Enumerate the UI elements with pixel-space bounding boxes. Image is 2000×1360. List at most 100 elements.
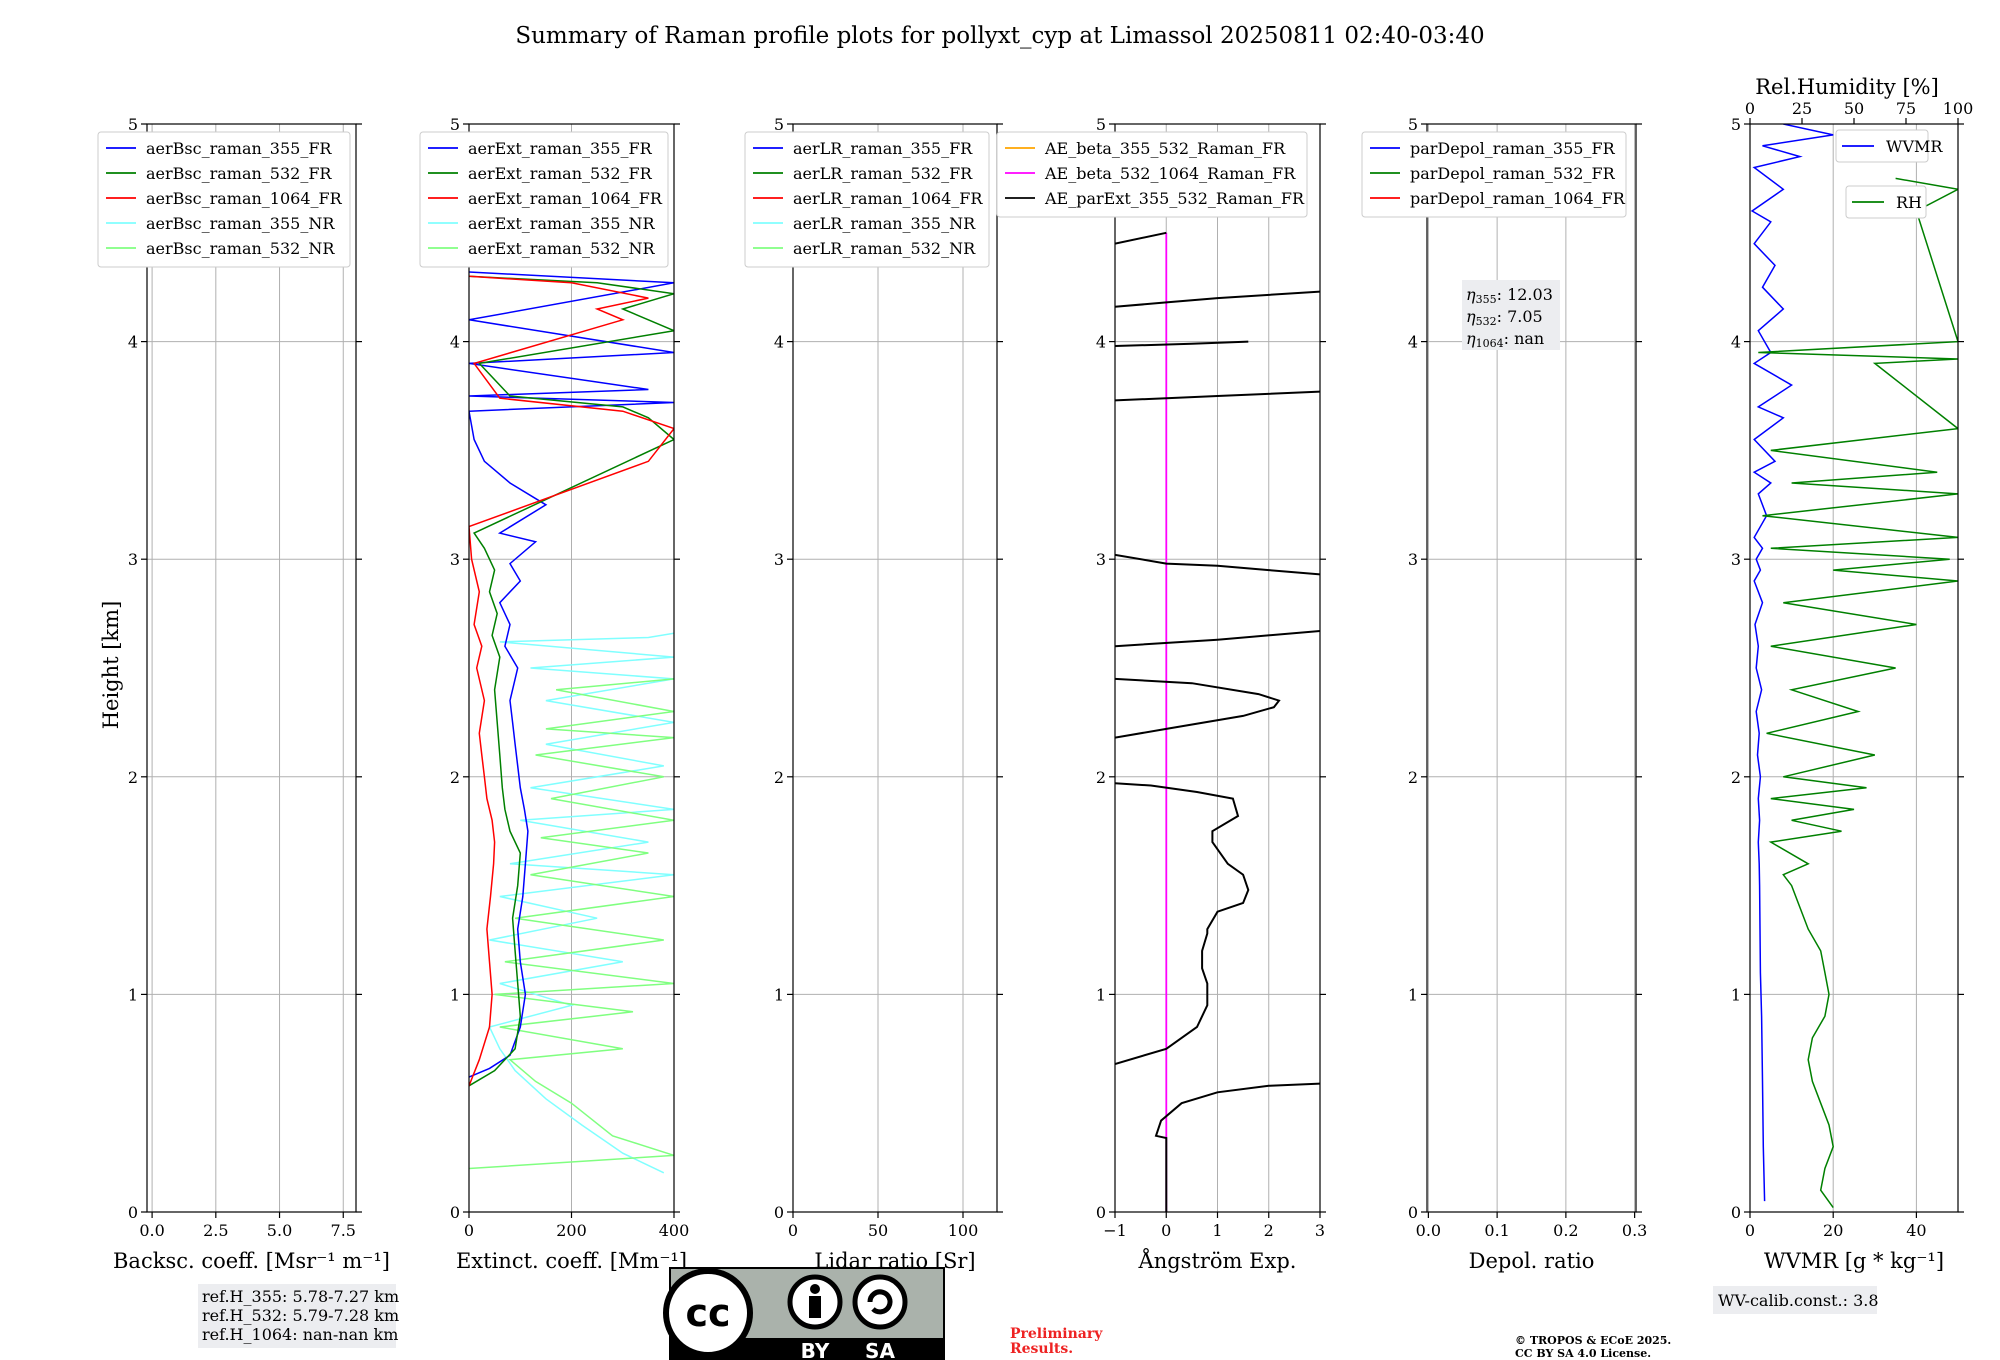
- series-line-RH: [1758, 177, 1958, 1209]
- xtick-label: 2: [1264, 1221, 1274, 1240]
- wv-calib-box: WV-calib.const.: 3.8: [1713, 1286, 1879, 1314]
- rh-tick-label: 75: [1896, 99, 1916, 118]
- xtick-label: 0.2: [1553, 1221, 1578, 1240]
- eta-355: η355: 12.03: [1466, 285, 1553, 306]
- ref-height-532: ref.H_532: 5.79-7.28 km: [202, 1306, 399, 1325]
- x-axis-label: Ångström Exp.: [1138, 1248, 1297, 1273]
- eta-box: η355: 12.03 η532: 7.05 η1064: nan: [1462, 280, 1560, 350]
- xtick-label: 0.0: [139, 1221, 164, 1240]
- xtick-label: 5.0: [267, 1221, 292, 1240]
- series-line-aerExt_raman_355_NR: [488, 632, 674, 1174]
- xtick-label: 100: [948, 1221, 979, 1240]
- series-line-AE_parExt_355_532_Raman_FR: [1115, 677, 1281, 739]
- legend-label: aerLR_raman_355_NR: [793, 214, 976, 233]
- series-line-aerExt_raman_1064_FR: [469, 275, 674, 1087]
- legend-label: aerBsc_raman_532_FR: [146, 164, 332, 183]
- legend-label: aerBsc_raman_1064_FR: [146, 189, 343, 208]
- ytick-label: 2: [1408, 768, 1418, 787]
- ytick-label: 5: [774, 115, 784, 134]
- cc-logo-icon: [663, 1268, 753, 1358]
- ytick-label: 3: [1096, 550, 1106, 569]
- xtick-label: 3: [1315, 1221, 1325, 1240]
- legend-label: aerLR_raman_1064_FR: [793, 189, 983, 208]
- xtick-label: 1: [1212, 1221, 1222, 1240]
- series-line-aerExt_raman_532_NR: [469, 678, 674, 1170]
- copyright-line-2: CC BY SA 4.0 License.: [1515, 1347, 1651, 1360]
- series-line-AE_parExt_355_532_Raman_FR: [1115, 390, 1320, 402]
- ytick-label: 5: [128, 115, 138, 134]
- xtick-label: 200: [556, 1221, 587, 1240]
- series-line-AE_parExt_355_532_Raman_FR: [1115, 290, 1320, 308]
- rh-axis-label: Rel.Humidity [%]: [1755, 75, 1939, 99]
- rh-tick-label: 50: [1844, 99, 1864, 118]
- series-group: [1115, 231, 1320, 1212]
- ytick-label: 3: [1731, 550, 1741, 569]
- xtick-label: −1: [1103, 1221, 1127, 1240]
- legend-label: aerBsc_raman_532_NR: [146, 239, 335, 258]
- series-line-AE_parExt_355_532_Raman_FR: [1115, 782, 1250, 1065]
- wv-calib-text: WV-calib.const.: 3.8: [1718, 1291, 1879, 1310]
- ytick-label: 4: [1731, 333, 1741, 352]
- ytick-label: 5: [1408, 115, 1418, 134]
- ytick-label: 2: [1731, 768, 1741, 787]
- series-group: [1750, 124, 1958, 1209]
- xtick-label: 0: [1161, 1221, 1171, 1240]
- ref-height-355: ref.H_355: 5.78-7.27 km: [202, 1287, 399, 1306]
- x-axis-label: WVMR [g * kg⁻¹]: [1764, 1249, 1944, 1273]
- ytick-label: 5: [1731, 115, 1741, 134]
- ytick-label: 4: [1408, 333, 1418, 352]
- legend-label: aerExt_raman_355_FR: [468, 139, 653, 158]
- ytick-label: 2: [128, 768, 138, 787]
- legend-label: aerExt_raman_532_NR: [468, 239, 656, 258]
- legend-box: [419, 131, 669, 268]
- panel-wv: 0 20 40 0 1 2 3 4 5 WVMR [g * kg⁻¹] 0 25 50 75 100WVMR…: [1731, 99, 1973, 1273]
- legend-label: aerLR_raman_355_FR: [793, 139, 973, 158]
- xtick-label: 0.3: [1622, 1221, 1647, 1240]
- legend-label: RH: [1896, 193, 1922, 212]
- rh-tick-label: 100: [1943, 99, 1974, 118]
- rh-tick-label: 0: [1745, 99, 1755, 118]
- axes-frame: [146, 123, 357, 1213]
- legend-box-wvmr: [1835, 129, 1929, 163]
- legend-box: [97, 131, 351, 268]
- xtick-label: 0.0: [1416, 1221, 1441, 1240]
- ytick-label: 1: [128, 985, 138, 1004]
- ytick-label: 2: [450, 768, 460, 787]
- preliminary-note-1: Preliminary: [1010, 1326, 1103, 1342]
- xtick-label: 20: [1823, 1221, 1843, 1240]
- axes-frame: [1114, 123, 1321, 1213]
- axes-frame: [1426, 123, 1637, 1213]
- ytick-label: 2: [774, 768, 784, 787]
- ref-height-1064: ref.H_1064: nan-nan km: [202, 1325, 398, 1344]
- legend-label: parDepol_raman_1064_FR: [1410, 189, 1626, 208]
- x-axis-label: Extinct. coeff. [Mm⁻¹]: [456, 1249, 687, 1273]
- axes-frame: [468, 123, 675, 1213]
- ytick-label: 4: [1096, 333, 1106, 352]
- series-line-AE_parExt_355_532_Raman_FR: [1154, 1082, 1320, 1212]
- panel-bsc: 0.0 2.5 5.0 7.5 0 1 2 3 4 5 Backsc. coeff. [Msr⁻¹ …: [97, 115, 390, 1273]
- ytick-label: 4: [128, 333, 138, 352]
- xtick-label: 0.1: [1484, 1221, 1509, 1240]
- ytick-label: 1: [1096, 985, 1106, 1004]
- x-axis-label: Depol. ratio: [1469, 1249, 1595, 1273]
- ytick-label: 5: [1096, 115, 1106, 134]
- sa-share-icon: [852, 1274, 908, 1330]
- xtick-label: 40: [1906, 1221, 1926, 1240]
- ytick-label: 3: [450, 550, 460, 569]
- license-by-label: BY: [801, 1339, 830, 1360]
- ytick-label: 3: [774, 550, 784, 569]
- xtick-label: 0: [1745, 1221, 1755, 1240]
- xtick-label: 7.5: [331, 1221, 356, 1240]
- copyright-line-1: © TROPOS & ECoE 2025.: [1515, 1334, 1671, 1347]
- figure-title: Summary of Raman profile plots for polly…: [515, 23, 1484, 49]
- legend-label: aerBsc_raman_355_NR: [146, 214, 335, 233]
- panel-depol: 0.0 0.1 0.2 0.3 0 1 2 3 4 5 Depol. ratio parDepol_r…: [1361, 115, 1647, 1273]
- ref-heights-box: ref.H_355: 5.78-7.27 km ref.H_532: 5.79-…: [198, 1284, 399, 1348]
- series-line-AE_parExt_355_532_Raman_FR: [1115, 630, 1320, 648]
- legend-label: AE_parExt_355_532_Raman_FR: [1044, 189, 1305, 208]
- legend-label: parDepol_raman_355_FR: [1410, 139, 1616, 158]
- ytick-label: 1: [450, 985, 460, 1004]
